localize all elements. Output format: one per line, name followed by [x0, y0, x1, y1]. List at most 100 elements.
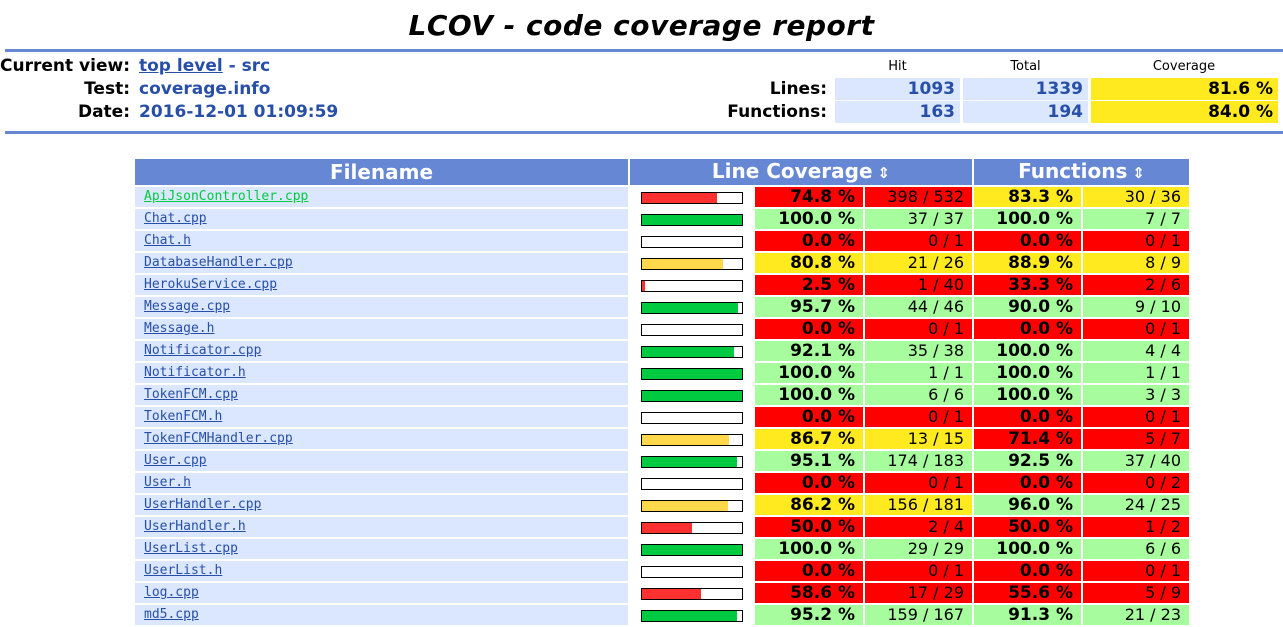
- line-coverage-count: 1 / 1: [865, 363, 972, 383]
- file-link[interactable]: HerokuService.cpp: [144, 277, 278, 292]
- functions-label: Functions:: [727, 102, 827, 122]
- coverage-bar: [640, 433, 743, 446]
- functions-total: 194: [963, 101, 1088, 123]
- current-view-path: - src: [228, 56, 271, 76]
- functions-coverage: 84.0 %: [1091, 101, 1278, 123]
- functions-column-header[interactable]: Functions ⇕: [974, 159, 1189, 185]
- file-link[interactable]: log.cpp: [144, 585, 199, 600]
- file-link[interactable]: DatabaseHandler.cpp: [144, 255, 293, 270]
- filename-column-header: Filename: [135, 159, 628, 185]
- total-column-header: Total: [1010, 59, 1041, 74]
- function-coverage-count: 21 / 23: [1083, 605, 1189, 625]
- file-link[interactable]: ApiJsonController.cpp: [144, 189, 309, 204]
- coverage-bar: [640, 389, 743, 402]
- file-link[interactable]: UserList.cpp: [144, 541, 238, 556]
- line-coverage-percent: 100.0 %: [755, 385, 863, 405]
- file-link[interactable]: UserList.h: [144, 563, 223, 578]
- line-coverage-percent: 100.0 %: [755, 209, 863, 229]
- line-coverage-percent: 0.0 %: [755, 407, 863, 427]
- coverage-bar-cell: [630, 605, 753, 625]
- line-coverage-count: 1 / 40: [865, 275, 972, 295]
- coverage-bar-cell: [630, 495, 753, 515]
- coverage-bar-cell: [630, 209, 753, 229]
- function-coverage-percent: 0.0 %: [974, 473, 1081, 493]
- coverage-bar: [640, 367, 743, 380]
- coverage-bar-fill: [641, 522, 692, 533]
- coverage-bar-cell: [630, 517, 753, 537]
- file-link[interactable]: md5.cpp: [144, 607, 199, 622]
- function-coverage-count: 1 / 1: [1083, 363, 1189, 383]
- file-link[interactable]: Notificator.h: [144, 365, 246, 380]
- line-coverage-percent: 0.0 %: [755, 231, 863, 251]
- file-link[interactable]: Notificator.cpp: [144, 343, 262, 358]
- coverage-bar: [640, 323, 743, 336]
- filename-cell: Chat.cpp: [135, 209, 628, 229]
- function-coverage-count: 1 / 2: [1083, 517, 1189, 537]
- coverage-bar-fill: [641, 500, 728, 511]
- file-link[interactable]: TokenFCM.cpp: [144, 387, 238, 402]
- line-coverage-percent: 100.0 %: [755, 363, 863, 383]
- filename-cell: Message.h: [135, 319, 628, 339]
- function-coverage-count: 24 / 25: [1083, 495, 1189, 515]
- coverage-bar-fill: [641, 192, 717, 203]
- table-row: UserList.h 0.0 % 0 / 1 0.0 % 0 / 1: [135, 561, 1189, 581]
- table-row: User.h 0.0 % 0 / 1 0.0 % 0 / 2: [135, 473, 1189, 493]
- function-coverage-count: 5 / 9: [1083, 583, 1189, 603]
- file-link[interactable]: User.cpp: [144, 453, 207, 468]
- coverage-bar: [640, 565, 743, 578]
- file-link[interactable]: TokenFCMHandler.cpp: [144, 431, 293, 446]
- lines-label: Lines:: [769, 79, 827, 99]
- file-link[interactable]: UserHandler.h: [144, 519, 246, 534]
- file-link[interactable]: Chat.h: [144, 233, 191, 248]
- table-row: md5.cpp 95.2 % 159 / 167 91.3 % 21 / 23: [135, 605, 1189, 625]
- function-coverage-percent: 0.0 %: [974, 407, 1081, 427]
- line-coverage-count: 6 / 6: [865, 385, 972, 405]
- table-row: DatabaseHandler.cpp 80.8 % 21 / 26 88.9 % 8 …: [135, 253, 1189, 273]
- function-coverage-count: 0 / 2: [1083, 473, 1189, 493]
- function-coverage-count: 7 / 7: [1083, 209, 1189, 229]
- line-coverage-count: 13 / 15: [865, 429, 972, 449]
- line-coverage-column-header[interactable]: Line Coverage ⇕: [630, 159, 972, 185]
- function-coverage-percent: 33.3 %: [974, 275, 1081, 295]
- file-link[interactable]: Chat.cpp: [144, 211, 207, 226]
- filename-cell: TokenFCM.cpp: [135, 385, 628, 405]
- coverage-bar-cell: [630, 429, 753, 449]
- line-coverage-percent: 86.2 %: [755, 495, 863, 515]
- coverage-bar: [640, 521, 743, 534]
- file-link[interactable]: UserHandler.cpp: [144, 497, 262, 512]
- file-link[interactable]: Message.cpp: [144, 299, 231, 314]
- coverage-bar-fill: [641, 434, 729, 445]
- function-coverage-count: 4 / 4: [1083, 341, 1189, 361]
- coverage-bar-cell: [630, 385, 753, 405]
- coverage-bar-fill: [641, 544, 742, 555]
- function-coverage-percent: 91.3 %: [974, 605, 1081, 625]
- coverage-bar-fill: [641, 214, 742, 225]
- filename-cell: DatabaseHandler.cpp: [135, 253, 628, 273]
- file-link[interactable]: TokenFCM.h: [144, 409, 223, 424]
- filename-cell: TokenFCM.h: [135, 407, 628, 427]
- coverage-bar-cell: [630, 407, 753, 427]
- coverage-bar-cell: [630, 583, 753, 603]
- sort-icon[interactable]: ⇕: [1132, 164, 1145, 182]
- function-coverage-percent: 100.0 %: [974, 209, 1081, 229]
- filename-cell: log.cpp: [135, 583, 628, 603]
- coverage-bar-cell: [630, 561, 753, 581]
- line-coverage-count: 0 / 1: [865, 407, 972, 427]
- table-row: log.cpp 58.6 % 17 / 29 55.6 % 5 / 9: [135, 583, 1189, 603]
- line-coverage-count: 0 / 1: [865, 473, 972, 493]
- function-coverage-percent: 55.6 %: [974, 583, 1081, 603]
- coverage-bar-fill: [641, 258, 723, 269]
- table-row: Chat.cpp 100.0 % 37 / 37 100.0 % 7 / 7: [135, 209, 1189, 229]
- table-row: UserHandler.h 50.0 % 2 / 4 50.0 % 1 / 2: [135, 517, 1189, 537]
- filename-cell: UserHandler.cpp: [135, 495, 628, 515]
- lines-total: 1339: [963, 78, 1088, 100]
- top-level-link[interactable]: top level: [139, 56, 223, 76]
- sort-icon[interactable]: ⇕: [877, 164, 891, 182]
- filename-cell: HerokuService.cpp: [135, 275, 628, 295]
- file-link[interactable]: User.h: [144, 475, 191, 490]
- filename-cell: ApiJsonController.cpp: [135, 187, 628, 207]
- coverage-bar-cell: [630, 297, 753, 317]
- line-coverage-percent: 95.2 %: [755, 605, 863, 625]
- file-link[interactable]: Message.h: [144, 321, 215, 336]
- line-coverage-count: 398 / 532: [865, 187, 972, 207]
